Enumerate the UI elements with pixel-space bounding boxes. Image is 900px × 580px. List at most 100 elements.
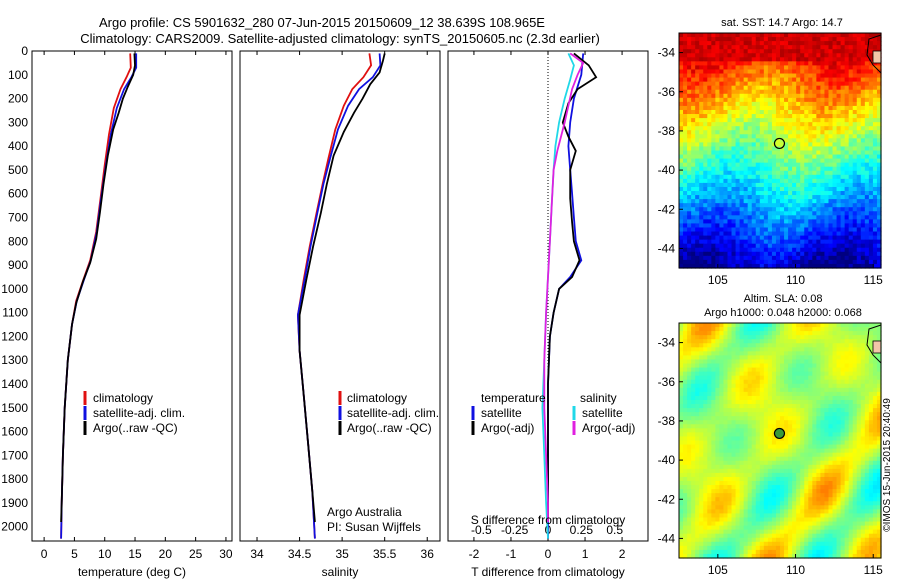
- heatmap-cell: [747, 243, 753, 249]
- heatmap-cell: [775, 45, 781, 50]
- heatmap-cell: [840, 53, 846, 58]
- heatmap-cell: [755, 355, 761, 361]
- heatmap-cell: [848, 219, 854, 225]
- heatmap-cell: [804, 166, 809, 172]
- heatmap-cell: [796, 65, 801, 71]
- heatmap-cell: [864, 464, 870, 470]
- heatmap-cell: [759, 327, 765, 332]
- heatmap-cell: [824, 387, 830, 393]
- heatmap-cell: [860, 134, 866, 139]
- heatmap-cell: [872, 432, 878, 438]
- heatmap-cell: [860, 227, 866, 233]
- heatmap-cell: [792, 69, 797, 75]
- heatmap-cell: [828, 383, 834, 389]
- heatmap-cell: [860, 178, 866, 184]
- heatmap-cell: [771, 259, 777, 265]
- heatmap-cell: [719, 436, 725, 442]
- heatmap-cell: [840, 339, 846, 344]
- heatmap-cell: [683, 243, 688, 249]
- heatmap-cell: [755, 126, 761, 131]
- heatmap-cell: [707, 476, 712, 482]
- heatmap-cell: [812, 219, 817, 225]
- heatmap-cell: [840, 387, 846, 393]
- heatmap-cell: [856, 109, 862, 115]
- heatmap-cell: [800, 391, 805, 397]
- heatmap-cell: [679, 211, 684, 216]
- heatmap-cell: [763, 383, 769, 389]
- heatmap-cell: [719, 243, 725, 249]
- heatmap-cell: [820, 243, 826, 249]
- heatmap-cell: [695, 182, 700, 188]
- heatmap-cell: [679, 138, 684, 143]
- heatmap-cell: [691, 146, 696, 152]
- heatmap-cell: [816, 367, 821, 373]
- heatmap-cell: [687, 251, 692, 257]
- heatmap-cell: [731, 134, 737, 139]
- heatmap-cell: [872, 379, 878, 385]
- heatmap-cell: [804, 440, 809, 446]
- heatmap-cell: [812, 53, 817, 58]
- heatmap-cell: [747, 77, 753, 83]
- heatmap-cell: [731, 335, 737, 340]
- heatmap-cell: [872, 412, 878, 417]
- heatmap-cell: [683, 259, 688, 265]
- heatmap-cell: [788, 476, 793, 482]
- heatmap-cell: [848, 223, 854, 229]
- heatmap-cell: [800, 158, 805, 164]
- heatmap-cell: [800, 211, 805, 216]
- heatmap-cell: [792, 347, 797, 352]
- heatmap-cell: [751, 93, 757, 99]
- heatmap-cell: [763, 207, 769, 212]
- heatmap-cell: [715, 408, 720, 413]
- heatmap-cell: [715, 412, 720, 417]
- heatmap-cell: [796, 432, 801, 438]
- heatmap-cell: [751, 85, 757, 91]
- heatmap-cell: [860, 150, 866, 156]
- heatmap-cell: [687, 391, 692, 397]
- heatmap-cell: [679, 448, 684, 454]
- heatmap-cell: [711, 472, 716, 478]
- heatmap-cell: [723, 375, 729, 381]
- heatmap-cell: [719, 142, 725, 148]
- heatmap-cell: [872, 61, 878, 67]
- heatmap-cell: [820, 448, 826, 454]
- heatmap-cell: [820, 162, 826, 168]
- heatmap-cell: [699, 170, 704, 176]
- heatmap-cell: [751, 331, 757, 336]
- heatmap-cell: [719, 182, 725, 188]
- heatmap-cell: [828, 323, 834, 328]
- x-tick-label: 1: [582, 547, 589, 561]
- heatmap-cell: [771, 97, 777, 103]
- heatmap-cell: [780, 191, 785, 196]
- heatmap-cell: [832, 367, 838, 373]
- heatmap-cell: [860, 327, 866, 332]
- heatmap-cell: [715, 93, 720, 99]
- heatmap-cell: [836, 207, 842, 212]
- heatmap-cell: [788, 81, 793, 87]
- heatmap-cell: [864, 65, 870, 71]
- heatmap-cell: [876, 351, 882, 357]
- heatmap-cell: [767, 101, 773, 107]
- heatmap-cell: [784, 49, 789, 54]
- heatmap-cell: [804, 452, 809, 458]
- heatmap-cell: [852, 428, 858, 433]
- heatmap-cell: [699, 227, 704, 233]
- heatmap-cell: [852, 77, 858, 83]
- heatmap-cell: [844, 351, 850, 357]
- legend-s-argo-label: Argo(-adj): [582, 421, 635, 435]
- heatmap-cell: [820, 207, 826, 212]
- heatmap-cell: [751, 448, 757, 454]
- heatmap-cell: [824, 97, 830, 103]
- heatmap-cell: [844, 383, 850, 389]
- heatmap-cell: [731, 215, 737, 220]
- heatmap-cell: [876, 420, 882, 425]
- heatmap-cell: [812, 472, 817, 478]
- heatmap-cell: [808, 335, 813, 340]
- heatmap-cell: [715, 387, 720, 393]
- heatmap-cell: [707, 432, 712, 438]
- heatmap-cell: [763, 395, 769, 401]
- lat-tick-label: -44: [658, 241, 676, 255]
- heatmap-cell: [832, 166, 838, 172]
- heatmap-cell: [868, 375, 874, 381]
- heatmap-cell: [707, 49, 712, 54]
